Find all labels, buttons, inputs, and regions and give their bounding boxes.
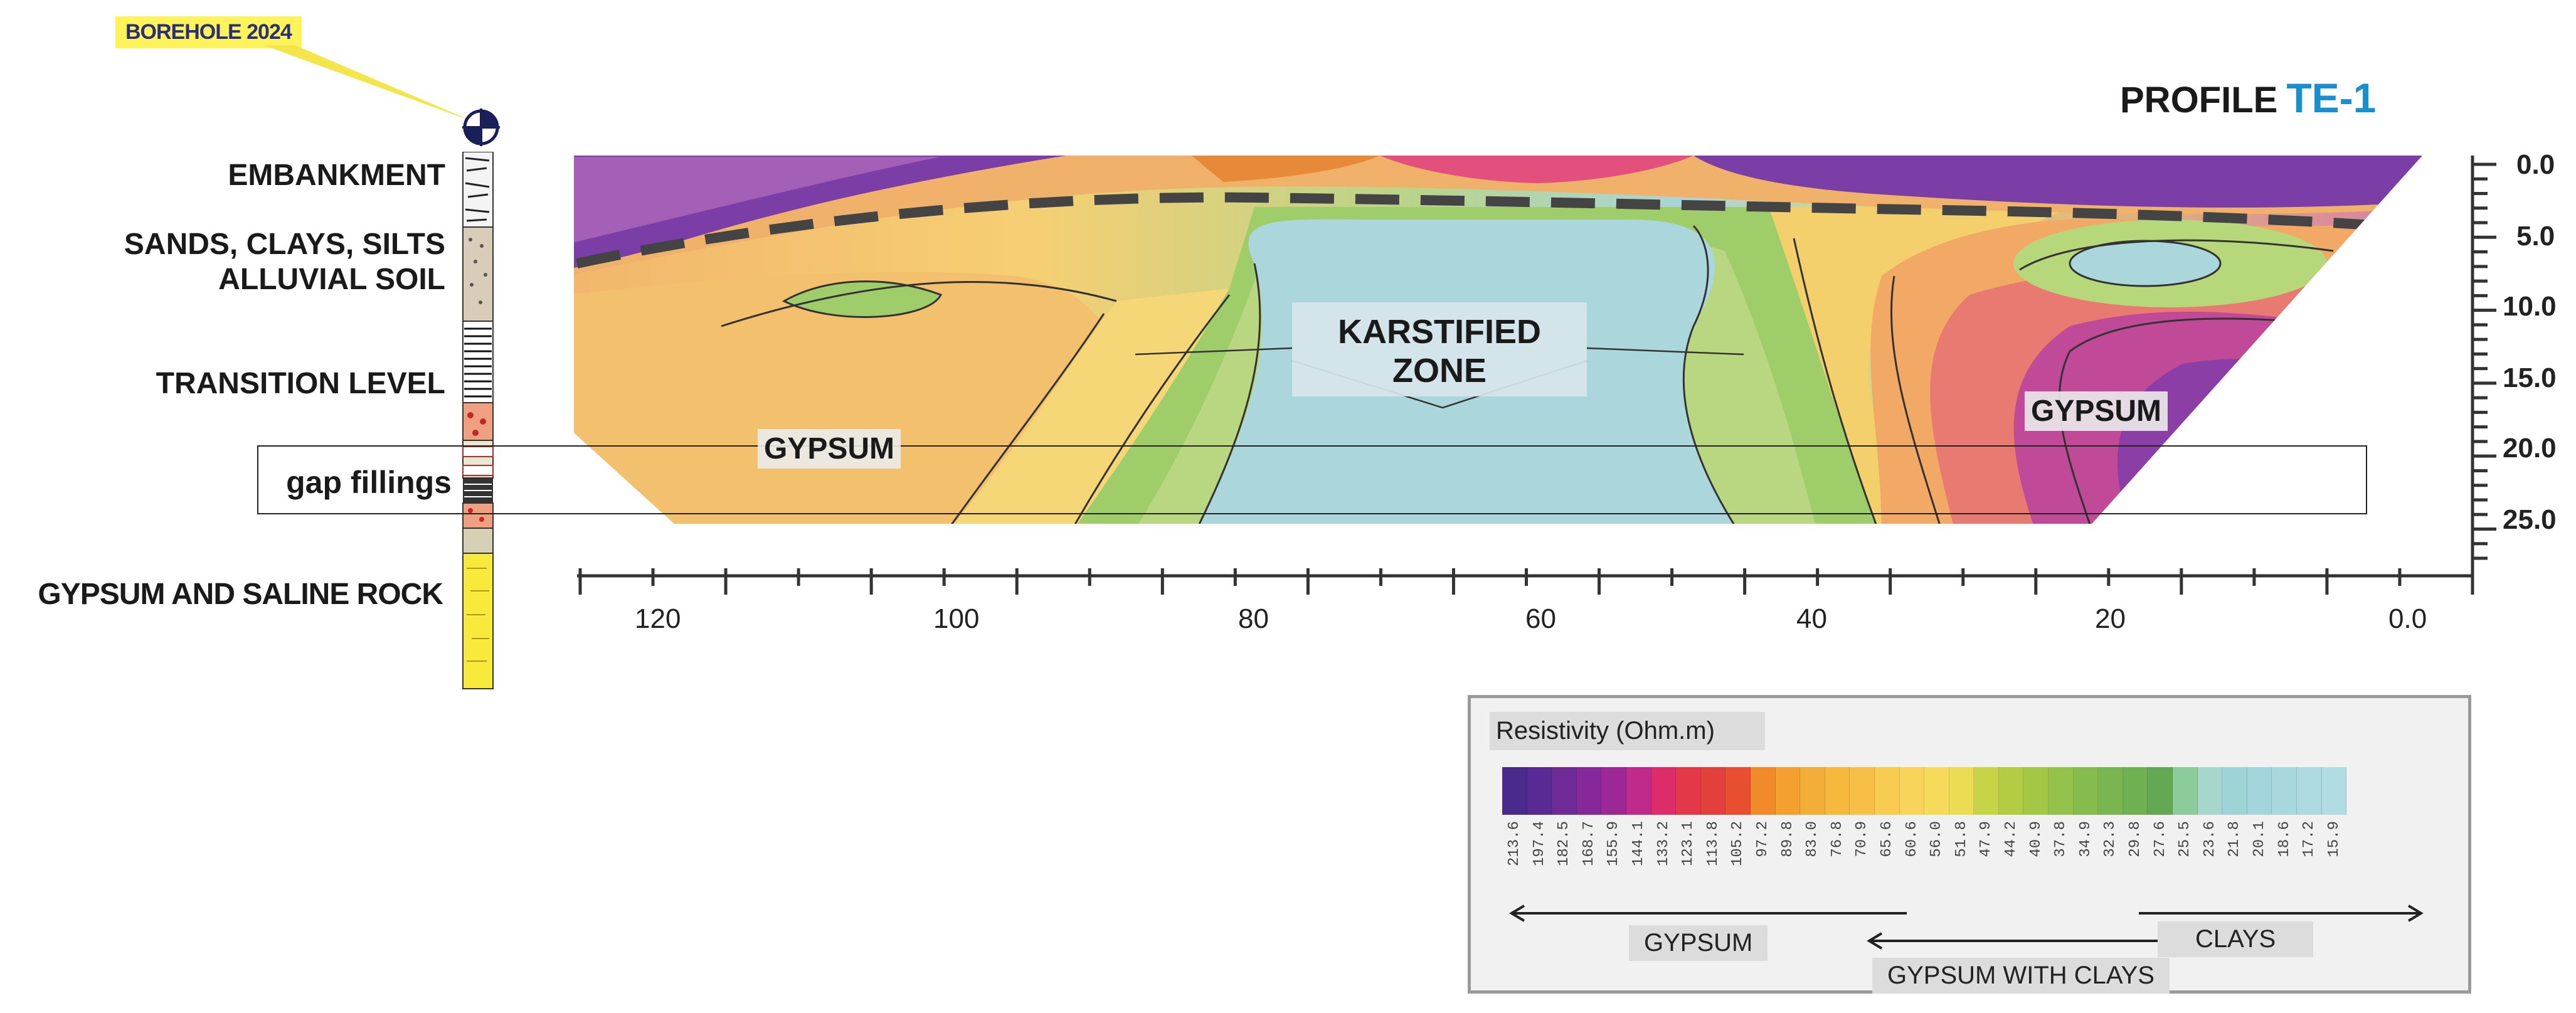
legend-color-scale: [1502, 767, 2347, 815]
y-tick-label: 25.0: [2503, 504, 2557, 535]
legend-color-cell: [1626, 767, 1651, 815]
x-tick-label: 20: [2095, 603, 2126, 634]
borehole-log-column: [462, 152, 494, 689]
y-tick-label: 15.0: [2503, 363, 2557, 393]
legend-color-cell: [2247, 767, 2272, 815]
legend-range-gypsum-with-clays: GYPSUM WITH CLAYS: [1872, 958, 2170, 994]
legend-color-cell: [1552, 767, 1577, 815]
x-tick-label: 0.0: [2388, 603, 2427, 634]
legend-range-clays: CLAYS: [2158, 921, 2314, 957]
x-tick-label: 120: [635, 603, 681, 634]
profile-code: TE-1: [2286, 75, 2377, 121]
legend-range-arrows: [1509, 904, 2424, 950]
legend-title: Resistivity (Ohm.m): [1490, 712, 1765, 750]
legend-color-cell: [1974, 767, 1999, 815]
legend-color-cell: [1502, 767, 1527, 815]
legend-color-cell: [1651, 767, 1677, 815]
layer-label-gypsum-saline-rock: GYPSUM AND SALINE ROCK: [38, 578, 443, 611]
karstified-zone-line-2: ZONE: [1392, 352, 1487, 390]
legend-color-cell: [1750, 767, 1776, 815]
x-tick-label: 60: [1525, 603, 1556, 634]
legend-color-cell: [2321, 767, 2347, 815]
legend-color-cell: [1874, 767, 1900, 815]
x-tick-label: 100: [933, 603, 980, 634]
legend-color-cell: [2272, 767, 2297, 815]
gypsum-label-left: GYPSUM: [758, 429, 901, 469]
legend-color-cell: [1924, 767, 1949, 815]
legend-color-cell: [2222, 767, 2247, 815]
legend-color-cell: [2098, 767, 2123, 815]
legend-color-cell: [1527, 767, 1552, 815]
borehole-tag: BOREHOLE 2024: [115, 16, 302, 48]
x-tick-label: 80: [1238, 603, 1269, 634]
layer-label-gap-fillings: gap fillings: [286, 465, 452, 500]
gypsum-label-right: GYPSUM: [2025, 391, 2168, 431]
legend-color-cell: [1576, 767, 1602, 815]
legend-color-cell: [2173, 767, 2198, 815]
resistivity-legend: Resistivity (Ohm.m) 213.6 197.4 182.5 168.7…: [1468, 695, 2471, 994]
karstified-zone-line-1: KARSTIFIED: [1338, 313, 1541, 351]
legend-color-cell: [1601, 767, 1626, 815]
legend-color-cell: [1775, 767, 1801, 815]
profile-title: PROFILE TE-1: [2120, 74, 2376, 122]
y-tick-label: 5.0: [2516, 221, 2555, 252]
legend-color-cell: [1825, 767, 1850, 815]
layer-label-embankment: EMBANKMENT: [228, 159, 445, 192]
legend-color-cell: [2023, 767, 2049, 815]
karstified-zone-label: KARSTIFIED ZONE: [1292, 302, 1587, 396]
legend-color-cell: [2123, 767, 2148, 815]
legend-color-cell: [1725, 767, 1751, 815]
y-tick-label: 0.0: [2516, 149, 2555, 180]
legend-color-cell: [2148, 767, 2173, 815]
layer-label-alluvial-soil: ALLUVIAL SOIL: [218, 263, 445, 296]
layer-label-transition-level: TRANSITION LEVEL: [156, 367, 445, 400]
legend-color-cell: [1899, 767, 1925, 815]
legend-color-cell: [2297, 767, 2322, 815]
y-tick-label: 10.0: [2503, 291, 2557, 322]
y-tick-label: 20.0: [2503, 433, 2557, 464]
legend-color-cell: [1850, 767, 1875, 815]
legend-color-cell: [1800, 767, 1825, 815]
legend-range-gypsum: GYPSUM: [1629, 925, 1768, 961]
legend-color-cell: [2073, 767, 2099, 815]
legend-color-cell: [1676, 767, 1701, 815]
legend-color-cell: [1700, 767, 1726, 815]
borehole-symbol-icon: [462, 109, 500, 146]
profile-prefix: PROFILE: [2120, 80, 2278, 120]
legend-color-cell: [2049, 767, 2074, 815]
x-tick-label: 40: [1796, 603, 1827, 634]
legend-color-cell: [2197, 767, 2223, 815]
legend-color-cell: [1949, 767, 1974, 815]
gap-fillings-zone-box: [257, 445, 2367, 514]
layer-label-sands-clays-silts: SANDS, CLAYS, SILTS: [124, 228, 445, 261]
legend-color-cell: [1998, 767, 2024, 815]
